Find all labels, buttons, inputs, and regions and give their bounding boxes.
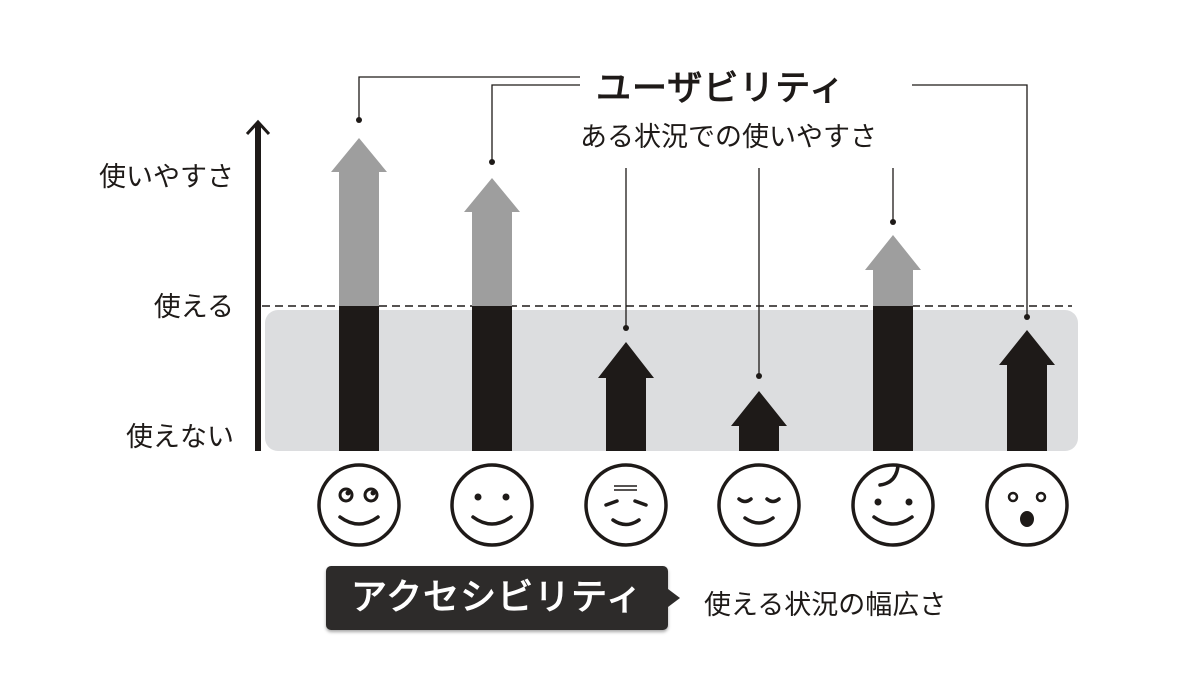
user-3-arrow — [598, 342, 654, 451]
user-6-arrow — [999, 330, 1055, 451]
user-5-arrow — [865, 235, 921, 451]
usability-connectors — [358, 76, 1028, 376]
usability-title: ユーザビリティ — [596, 69, 846, 109]
closed-eyes-face-icon — [717, 463, 801, 547]
rolling-eyes-face-icon — [317, 463, 401, 547]
user-4-arrow — [731, 391, 787, 451]
axis-label-usable: 使える — [153, 292, 234, 323]
axis-arrow-icon — [245, 119, 271, 451]
usability-subtitle: ある状況での使いやすさ — [580, 122, 877, 153]
usable-zone — [265, 310, 1078, 451]
axis-label-usable-easy: 使いやすさ — [99, 162, 234, 193]
child-face-icon — [851, 463, 935, 547]
axis-label-unusable: 使えない — [126, 422, 234, 453]
connector-dots — [356, 117, 1030, 379]
pointer-triangle-icon — [668, 589, 680, 607]
user-1-arrow — [331, 138, 387, 451]
elderly-face-icon — [584, 463, 668, 547]
smiling-face-icon — [450, 463, 534, 547]
user-2-arrow — [464, 178, 520, 451]
accessibility-label-box: アクセシビリティ — [326, 566, 668, 630]
surprised-face-icon — [985, 463, 1069, 547]
accessibility-title: アクセシビリティ — [350, 577, 644, 618]
accessibility-description: 使える状況の幅広さ — [704, 590, 947, 621]
